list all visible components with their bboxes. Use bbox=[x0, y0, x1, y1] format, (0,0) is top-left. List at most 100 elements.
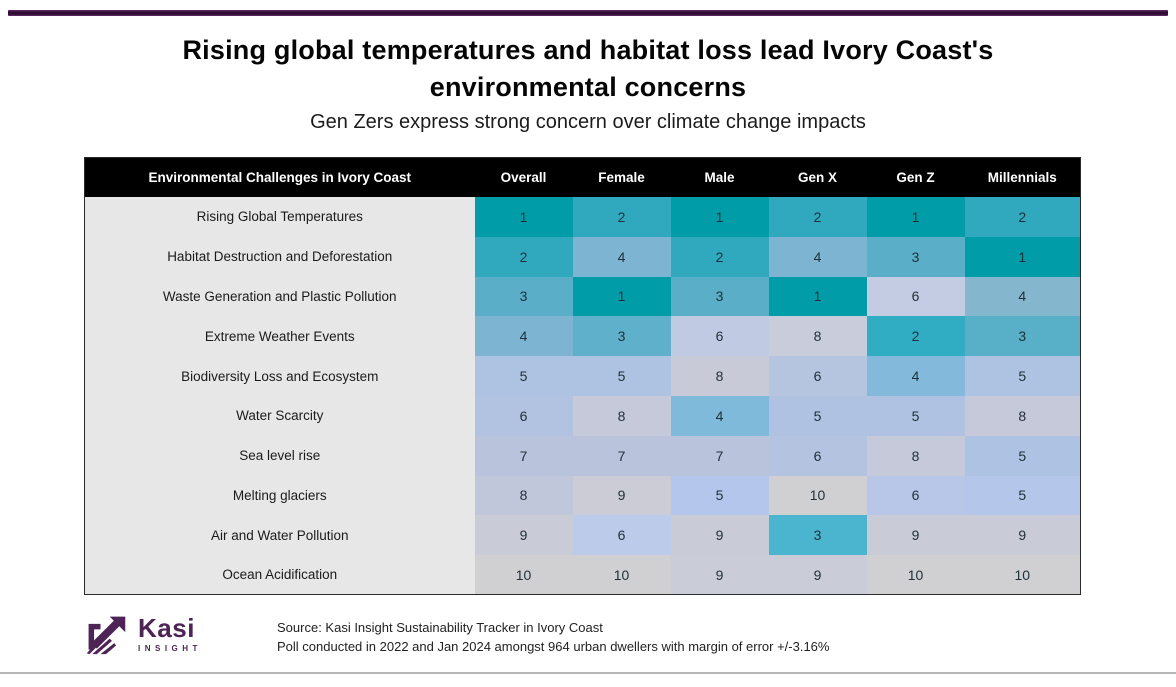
heatmap-cell: 4 bbox=[474, 316, 573, 357]
heatmap-cell: 8 bbox=[572, 395, 671, 436]
column-header-male: Male bbox=[670, 157, 769, 197]
heatmap-cell: 9 bbox=[670, 555, 769, 595]
table-header-row: Environmental Challenges in Ivory Coast O… bbox=[84, 157, 1081, 197]
heatmap-cell: 10 bbox=[866, 555, 965, 595]
heatmap-cell: 6 bbox=[670, 316, 769, 357]
heatmap-cell: 8 bbox=[866, 435, 965, 476]
table-row: Melting glaciers 8 9 5 10 6 5 bbox=[84, 475, 1081, 516]
table-row: Biodiversity Loss and Ecosystem 5 5 8 6 4 5 bbox=[84, 356, 1081, 396]
heatmap-cell: 10 bbox=[572, 555, 671, 595]
heatmap-cell: 8 bbox=[964, 395, 1081, 436]
table-row: Sea level rise 7 7 7 6 8 5 bbox=[84, 435, 1081, 476]
table-row: Ocean Acidification 10 10 9 9 10 10 bbox=[84, 555, 1081, 595]
source-note: Source: Kasi Insight Sustainability Trac… bbox=[277, 612, 829, 657]
table-row: Extreme Weather Events 4 3 6 8 2 3 bbox=[84, 316, 1081, 357]
heatmap-cell: 7 bbox=[572, 435, 671, 476]
top-accent-bar bbox=[8, 10, 1168, 16]
row-label: Water Scarcity bbox=[84, 395, 475, 436]
heatmap-cell: 9 bbox=[768, 555, 867, 595]
heatmap-table-container: Environmental Challenges in Ivory Coast O… bbox=[84, 156, 1176, 596]
heatmap-cell: 8 bbox=[768, 316, 867, 357]
row-label: Rising Global Temperatures bbox=[84, 197, 475, 237]
heatmap-cell: 1 bbox=[572, 276, 671, 317]
heatmap-cell: 9 bbox=[866, 515, 965, 556]
heatmap-cell: 5 bbox=[572, 356, 671, 396]
column-header-gen-z: Gen Z bbox=[866, 157, 965, 197]
row-label: Waste Generation and Plastic Pollution bbox=[84, 276, 475, 317]
heatmap-cell: 10 bbox=[964, 555, 1081, 595]
heatmap-cell: 6 bbox=[768, 435, 867, 476]
heatmap-cell: 4 bbox=[866, 356, 965, 396]
table-row: Habitat Destruction and Deforestation 2 4 2… bbox=[84, 236, 1081, 277]
row-label: Air and Water Pollution bbox=[84, 515, 475, 556]
heatmap-cell: 6 bbox=[768, 356, 867, 396]
table-row: Air and Water Pollution 9 6 9 3 9 9 bbox=[84, 515, 1081, 556]
heatmap-cell: 3 bbox=[768, 515, 867, 556]
heatmap-cell: 1 bbox=[670, 197, 769, 237]
heatmap-cell: 10 bbox=[474, 555, 573, 595]
heatmap-cell: 5 bbox=[964, 435, 1081, 476]
heatmap-cell: 7 bbox=[474, 435, 573, 476]
heatmap-cell: 4 bbox=[670, 395, 769, 436]
heatmap-cell: 5 bbox=[474, 356, 573, 396]
row-label: Melting glaciers bbox=[84, 475, 475, 516]
heatmap-cell: 4 bbox=[768, 236, 867, 277]
heatmap-cell: 2 bbox=[572, 197, 671, 237]
logo-name-text: Kasi bbox=[138, 613, 195, 644]
heatmap-cell: 5 bbox=[866, 395, 965, 436]
column-header-gen-x: Gen X bbox=[768, 157, 867, 197]
heatmap-cell: 1 bbox=[866, 197, 965, 237]
heatmap-cell: 8 bbox=[474, 475, 573, 516]
heatmap-cell: 4 bbox=[964, 276, 1081, 317]
table-row: Water Scarcity 6 8 4 5 5 8 bbox=[84, 395, 1081, 436]
column-header-overall: Overall bbox=[474, 157, 573, 197]
row-label: Sea level rise bbox=[84, 435, 475, 476]
heatmap-cell: 6 bbox=[866, 475, 965, 516]
heatmap-cell: 3 bbox=[572, 316, 671, 357]
heatmap-cell: 1 bbox=[964, 236, 1081, 277]
heatmap-cell: 9 bbox=[474, 515, 573, 556]
column-header-female: Female bbox=[572, 157, 671, 197]
heatmap-cell: 9 bbox=[964, 515, 1081, 556]
heatmap-cell: 3 bbox=[964, 316, 1081, 357]
heatmap-cell: 10 bbox=[768, 475, 867, 516]
table-title-header: Environmental Challenges in Ivory Coast bbox=[84, 157, 475, 197]
heatmap-cell: 7 bbox=[670, 435, 769, 476]
column-header-millennials: Millennials bbox=[964, 157, 1081, 197]
row-label: Biodiversity Loss and Ecosystem bbox=[84, 356, 475, 396]
heatmap-cell: 6 bbox=[866, 276, 965, 317]
heatmap-cell: 1 bbox=[474, 197, 573, 237]
heatmap-cell: 6 bbox=[474, 395, 573, 436]
kasi-insight-logo: Kasi INSIGHT bbox=[84, 612, 277, 656]
kasi-logo-icon bbox=[86, 617, 126, 655]
row-label: Extreme Weather Events bbox=[84, 316, 475, 357]
heatmap-cell: 9 bbox=[670, 515, 769, 556]
page-subtitle: Gen Zers express strong concern over cli… bbox=[310, 110, 866, 133]
heatmap-cell: 3 bbox=[474, 276, 573, 317]
heatmap-cell: 2 bbox=[670, 236, 769, 277]
heatmap-cell: 8 bbox=[670, 356, 769, 396]
kasi-logo-text: Kasi INSIGHT bbox=[138, 615, 202, 653]
heatmap-cell: 2 bbox=[768, 197, 867, 237]
environmental-challenges-heatmap: Environmental Challenges in Ivory Coast O… bbox=[84, 156, 1081, 596]
page-title: Rising global temperatures and habitat l… bbox=[182, 35, 994, 103]
heatmap-cell: 3 bbox=[670, 276, 769, 317]
heatmap-cell: 2 bbox=[474, 236, 573, 277]
heatmap-cell: 2 bbox=[964, 197, 1081, 237]
heatmap-cell: 5 bbox=[964, 475, 1081, 516]
footer: Kasi INSIGHT Source: Kasi Insight Sustai… bbox=[84, 612, 1176, 657]
heatmap-cell: 5 bbox=[670, 475, 769, 516]
source-line-1: Source: Kasi Insight Sustainability Trac… bbox=[277, 620, 603, 636]
logo-subtext: INSIGHT bbox=[138, 644, 202, 654]
heatmap-cell: 5 bbox=[768, 395, 867, 436]
table-row: Rising Global Temperatures 1 2 1 2 1 2 bbox=[84, 197, 1081, 237]
heatmap-cell: 3 bbox=[866, 236, 965, 277]
heatmap-cell: 4 bbox=[572, 236, 671, 277]
bottom-divider bbox=[0, 672, 1176, 674]
row-label: Ocean Acidification bbox=[84, 555, 475, 595]
source-line-2: Poll conducted in 2022 and Jan 2024 amon… bbox=[277, 639, 830, 655]
row-label: Habitat Destruction and Deforestation bbox=[84, 236, 475, 277]
heatmap-cell: 2 bbox=[866, 316, 965, 357]
heatmap-cell: 1 bbox=[768, 276, 867, 317]
heatmap-cell: 6 bbox=[572, 515, 671, 556]
